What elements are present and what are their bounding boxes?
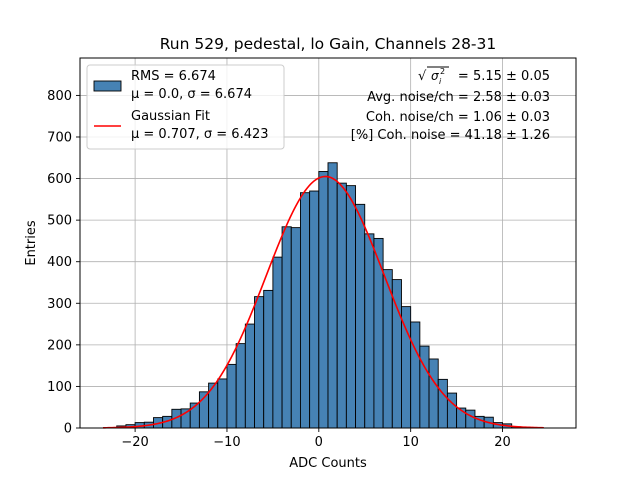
gaussian-fit-line [102,175,544,429]
x-tick-label: −20 [121,435,148,450]
x-tick-label: 10 [402,435,419,450]
histogram-bar [226,363,237,429]
legend-histogram-stats: μ = 0.0, σ = 6.674 [131,87,252,102]
annotation-avg-noise: Avg. noise/ch = 2.58 ± 0.03 [367,90,550,105]
x-tick-label: 20 [494,435,511,450]
histogram-bar [290,227,301,429]
histogram-bar [254,296,265,429]
histogram-bar [437,378,448,429]
legend-fit-stats: μ = 0.707, σ = 6.423 [131,127,269,142]
histogram-bar [391,279,402,429]
y-tick-label: 800 [47,89,72,104]
annotation-coh-noise: Coh. noise/ch = 1.06 ± 0.03 [366,110,550,125]
histogram-bar [428,358,439,429]
y-tick-label: 400 [47,255,72,270]
chart-title: Run 529, pedestal, lo Gain, Channels 28-… [160,35,497,53]
histogram-bars [107,162,540,429]
histogram-bar [244,323,255,429]
y-tick-label: 500 [47,214,72,229]
histogram-bar [446,392,458,429]
x-axis-ticks: −20 −10 0 10 20 [121,428,511,450]
legend-histogram-label: RMS = 6.674 [131,69,216,84]
histogram-bar [180,408,191,429]
histogram-bar [355,203,366,429]
annotation-sigma-value: = 5.15 ± 0.05 [458,69,550,84]
histogram-bar [263,289,274,429]
histogram-bar [364,233,375,429]
sigma-symbol: σ [431,69,439,83]
histogram-bar [327,162,338,429]
histogram-bar [309,190,320,429]
x-tick-label: −10 [213,435,240,450]
sigma-subscript: i [439,77,442,86]
sigma-superscript: 2 [440,67,445,76]
legend-fit-label: Gaussian Fit [131,109,210,124]
y-axis-ticks: 0 100 200 300 400 500 600 700 800 [47,89,80,437]
histogram-bar [235,343,246,429]
histogram-bar [401,306,412,429]
annotation-coh-noise-percent: [%] Coh. noise = 41.18 ± 1.26 [351,128,550,143]
legend-box [86,64,285,150]
histogram-bar [217,378,228,429]
histogram-bar [336,182,347,429]
y-tick-label: 200 [47,338,72,353]
histogram-bar [345,185,357,429]
histogram-bar [299,192,311,429]
y-tick-label: 300 [47,297,72,312]
sqrt-sigma-symbol: √ [418,69,427,84]
histogram-bar [465,409,476,429]
legend-histogram-swatch [93,80,122,92]
x-axis-label: ADC Counts [289,456,367,471]
noise-annotations: √ σ i 2 = 5.15 ± 0.05 Avg. noise/ch = 2.… [351,66,550,143]
histogram-bar [281,226,292,429]
y-axis-label: Entries [24,220,39,266]
histogram-bar [272,256,283,429]
x-tick-label: 0 [315,435,323,450]
y-tick-label: 600 [47,172,72,187]
legend: RMS = 6.674 μ = 0.0, σ = 6.674 Gaussian … [86,64,285,150]
plot-frame [79,57,577,429]
histogram-bar [410,321,421,429]
y-tick-label: 0 [64,422,72,437]
histogram-bar [318,171,329,429]
annotation-sigma: √ σ i 2 = 5.15 ± 0.05 [418,66,550,86]
histogram-bar [419,345,430,429]
y-tick-label: 100 [47,380,72,395]
y-tick-label: 700 [47,130,72,145]
